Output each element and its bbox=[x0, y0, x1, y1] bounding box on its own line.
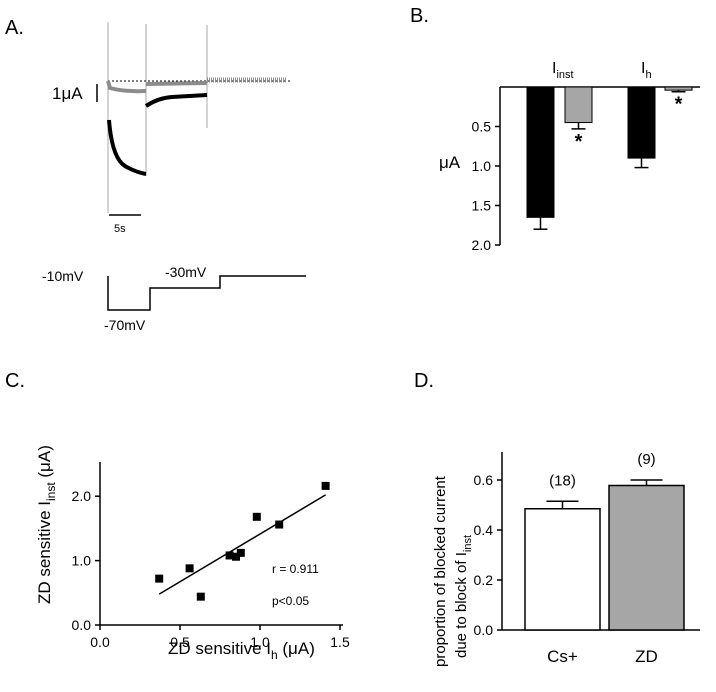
chart-c-point-1 bbox=[185, 564, 194, 573]
chart-c-point-0 bbox=[155, 574, 164, 583]
chart-d-ytick-label-2: 0.4 bbox=[474, 522, 494, 538]
current-traces bbox=[106, 22, 292, 213]
chart-c-ytick-label-0: 0.0 bbox=[72, 617, 92, 633]
chart-b-bar-0-1 bbox=[564, 86, 593, 124]
chart-b-bar-1-0 bbox=[627, 86, 656, 159]
chart-c-point-2 bbox=[196, 592, 205, 601]
chart-c-point-3 bbox=[225, 551, 234, 560]
chart-d-ytick-label-1: 0.2 bbox=[474, 572, 494, 588]
voltage-label-step1: -70mV bbox=[104, 317, 146, 333]
voltage-step-trace bbox=[107, 275, 306, 311]
chart-b-ylabel: μA bbox=[439, 153, 461, 172]
chart-b: μA Iinst Ih 0.5 1.0 1.5 2.0 * * bbox=[439, 60, 700, 253]
chart-b-bar-0-0 bbox=[526, 86, 555, 218]
chart-d-category-label-1: ZD bbox=[635, 647, 658, 666]
chart-b-ytick-label-2: 1.5 bbox=[472, 198, 492, 214]
chart-d-category-label-0: Cs+ bbox=[547, 647, 578, 666]
voltage-protocol: -10mV -70mV -30mV bbox=[42, 264, 306, 333]
chart-c-point-8 bbox=[321, 481, 330, 490]
time-scale-label: 5s bbox=[114, 223, 126, 235]
chart-c-point-5 bbox=[236, 548, 245, 557]
chart-c-xtick-label-2: 1.0 bbox=[250, 634, 270, 650]
panel-label-a: A. bbox=[5, 17, 24, 39]
chart-c-ylabel: ZD sensitive Iinst (μA) bbox=[35, 445, 58, 604]
chart-b-bar-1-1 bbox=[664, 86, 693, 91]
chart-c-point-4 bbox=[232, 552, 240, 561]
chart-c-annotation-p: p<0.05 bbox=[272, 594, 309, 608]
blocked-trace-step1 bbox=[106, 80, 147, 94]
chart-b-ytick-label-3: 2.0 bbox=[472, 237, 492, 253]
voltage-label-step2: -30mV bbox=[165, 264, 207, 280]
chart-d-ytick-label-3: 0.6 bbox=[474, 472, 494, 488]
blocked-trace-step2 bbox=[145, 81, 208, 86]
chart-d-n-label-1: (9) bbox=[637, 451, 655, 468]
chart-d-ylabel-line2: due to block of Iinst bbox=[453, 535, 474, 658]
current-scale-label: 1μA bbox=[52, 84, 83, 103]
chart-d-ytick-label-0: 0.0 bbox=[474, 622, 494, 638]
panel-label-d: D. bbox=[414, 370, 434, 392]
chart-c-xtick-label-0: 0.0 bbox=[90, 634, 110, 650]
chart-c-annotation-r: r = 0.911 bbox=[272, 562, 319, 576]
chart-c-xlabel: ZD sensitive Ih (μA) bbox=[168, 639, 315, 662]
chart-c-fit-line bbox=[158, 494, 326, 595]
chart-b-group-label-h: Ih bbox=[641, 60, 652, 81]
panel-label-b: B. bbox=[410, 5, 429, 27]
chart-c-point-7 bbox=[275, 520, 284, 529]
chart-c-ytick-label-1: 1.0 bbox=[72, 553, 92, 569]
chart-d-bar-1 bbox=[608, 484, 685, 631]
chart-b-bar-1-1-significance: * bbox=[675, 94, 683, 116]
control-trace-step2 bbox=[144, 93, 208, 108]
chart-d-ylabel-line1: proportion of blocked current bbox=[432, 475, 449, 667]
chart-b-bar-0-1-significance: * bbox=[575, 131, 583, 153]
panel-label-c: C. bbox=[5, 370, 25, 392]
chart-b-group-label-inst: Iinst bbox=[552, 60, 574, 81]
chart-c: ZD sensitive Ih (μA) ZD sensitive Iinst … bbox=[35, 445, 350, 662]
chart-c-xtick-label-3: 1.5 bbox=[330, 634, 350, 650]
chart-c-point-6 bbox=[252, 512, 261, 521]
chart-d-n-label-0: (18) bbox=[549, 472, 576, 489]
control-trace-step1 bbox=[107, 119, 147, 176]
chart-b-ytick-label-1: 1.0 bbox=[472, 158, 492, 174]
chart-b-ytick-label-0: 0.5 bbox=[472, 119, 492, 135]
chart-d-bar-0 bbox=[524, 508, 601, 631]
chart-d: proportion of blocked current due to blo… bbox=[432, 451, 700, 667]
chart-c-xtick-label-1: 0.5 bbox=[170, 634, 190, 650]
voltage-label-hold: -10mV bbox=[42, 268, 84, 284]
chart-c-ytick-label-2: 2.0 bbox=[72, 488, 92, 504]
